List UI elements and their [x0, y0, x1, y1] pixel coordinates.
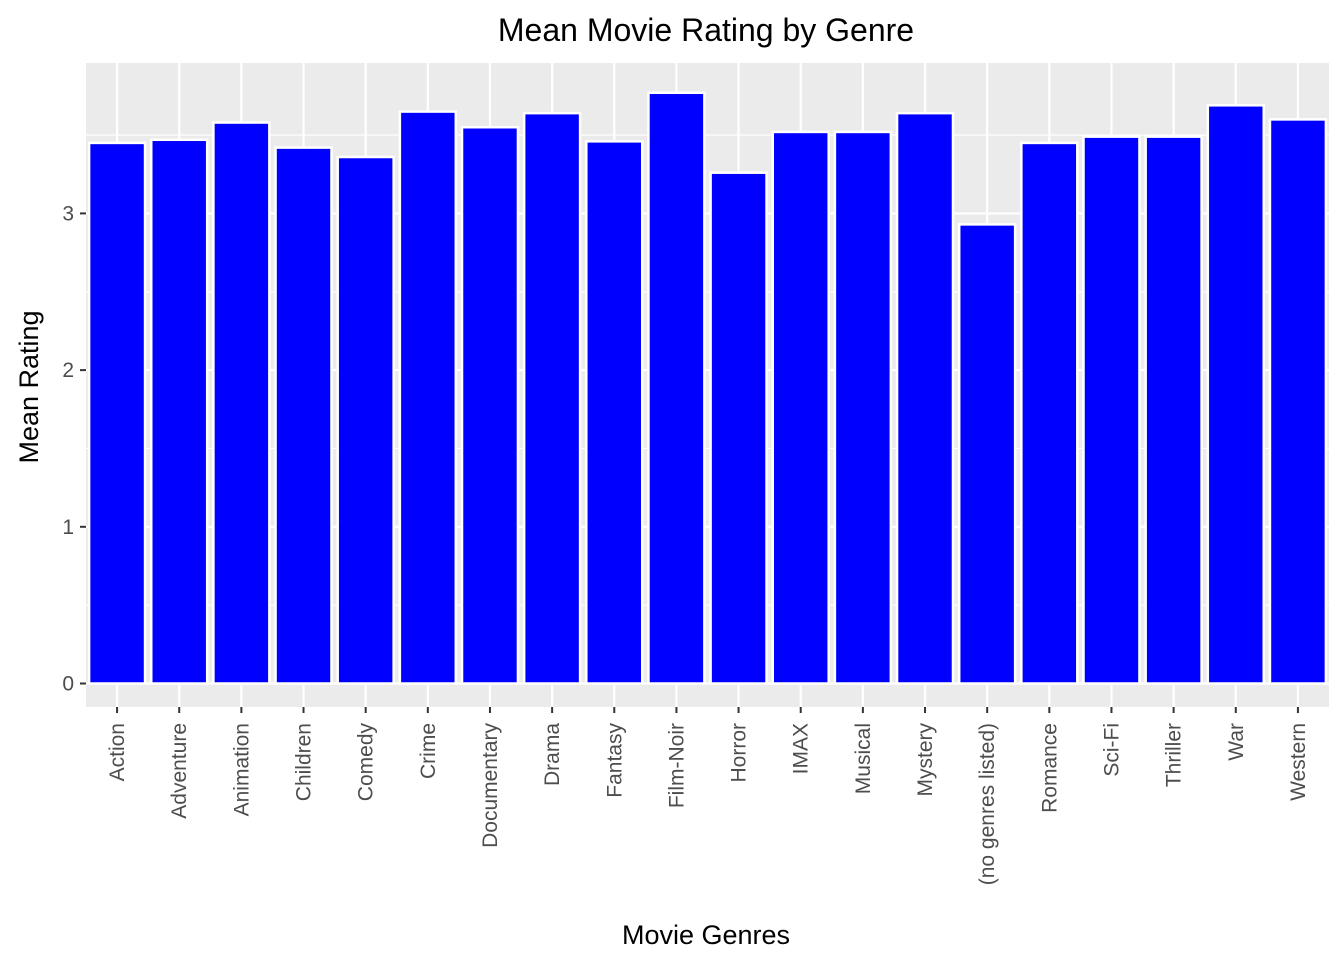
bar	[1206, 104, 1265, 685]
bars	[87, 91, 1328, 685]
x-tick-label: Animation	[230, 723, 253, 816]
y-tick-label: 0	[62, 672, 74, 695]
x-axis: Action Adventure Animation Children Comedy Cr…	[106, 707, 1310, 885]
y-axis-title: Mean Rating	[14, 310, 44, 463]
x-tick-label: Comedy	[355, 723, 378, 802]
x-tick-label: Mystery	[914, 723, 937, 797]
bar	[1268, 118, 1328, 685]
bar	[895, 111, 955, 685]
bar	[274, 146, 333, 685]
x-tick-label: Romance	[1038, 723, 1061, 813]
x-tick-label: Horror	[728, 723, 751, 783]
x-tick-label: Children	[293, 723, 316, 801]
x-tick-label: Action	[106, 723, 129, 781]
bar	[460, 125, 520, 685]
chart-title: Mean Movie Rating by Genre	[498, 12, 914, 48]
x-tick-label: IMAX	[790, 723, 813, 774]
x-tick-label: (no genres listed)	[976, 723, 999, 885]
y-tick-label: 2	[62, 359, 74, 382]
bar	[647, 91, 706, 685]
x-tick-label: Western	[1287, 723, 1310, 801]
plot-panel	[86, 63, 1329, 707]
y-tick-label: 1	[62, 516, 74, 539]
x-tick-label: Documentary	[479, 723, 502, 848]
bar	[1082, 135, 1141, 685]
x-tick-label: War	[1225, 723, 1248, 761]
x-tick-label: Sci-Fi	[1100, 723, 1123, 777]
x-tick-label: Drama	[541, 723, 564, 786]
bar	[212, 121, 271, 685]
x-axis-title: Movie Genres	[622, 920, 790, 950]
x-tick-label: Fantasy	[603, 723, 626, 798]
bar	[398, 110, 458, 685]
x-tick-label: Musical	[852, 723, 875, 794]
bar	[150, 138, 209, 685]
bar	[709, 171, 768, 685]
bar	[87, 141, 147, 685]
bar	[1144, 135, 1203, 685]
x-tick-label: Film-Noir	[665, 723, 688, 808]
x-tick-label: Thriller	[1163, 723, 1186, 787]
bar	[585, 140, 644, 685]
y-axis: 0 1 2 3	[62, 202, 86, 695]
bar	[957, 223, 1017, 685]
bar	[1020, 141, 1079, 685]
bar	[522, 111, 582, 685]
y-tick-label: 3	[62, 202, 74, 225]
x-tick-label: Crime	[417, 723, 440, 779]
bar	[771, 130, 830, 685]
bar	[336, 155, 395, 685]
x-tick-label: Adventure	[168, 723, 191, 819]
bar	[833, 130, 893, 685]
